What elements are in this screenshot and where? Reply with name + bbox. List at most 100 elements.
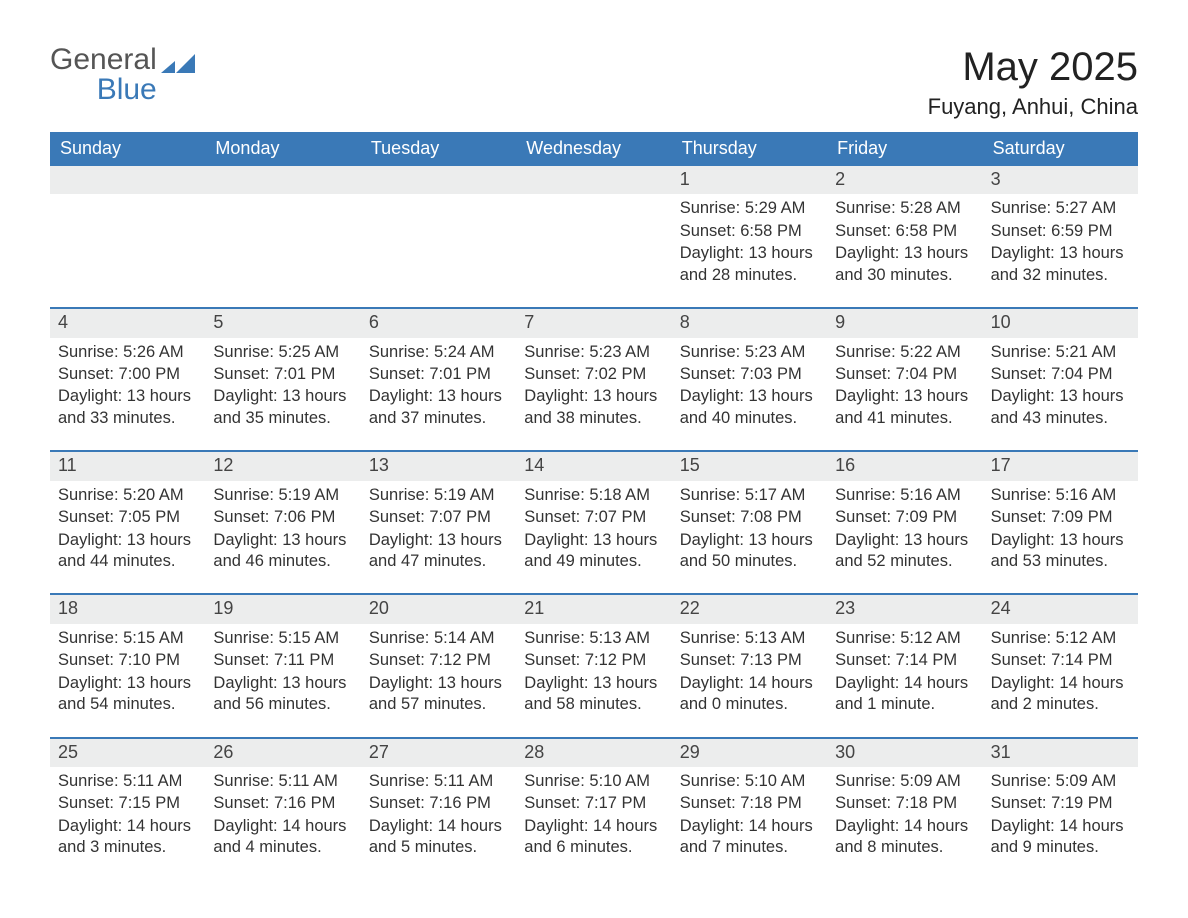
day-body: Sunrise: 5:28 AMSunset: 6:58 PMDaylight:… — [827, 198, 974, 286]
day-body: Sunrise: 5:09 AMSunset: 7:18 PMDaylight:… — [827, 771, 974, 859]
day-body: Sunrise: 5:12 AMSunset: 7:14 PMDaylight:… — [983, 628, 1130, 716]
daylight-value: Daylight: 14 hours and 5 minutes. — [369, 816, 508, 859]
daylight-value: Daylight: 13 hours and 54 minutes. — [58, 673, 197, 716]
day-cell: 14Sunrise: 5:18 AMSunset: 7:07 PMDayligh… — [516, 452, 671, 581]
day-body: Sunrise: 5:23 AMSunset: 7:02 PMDaylight:… — [516, 342, 663, 430]
day-cell: 7Sunrise: 5:23 AMSunset: 7:02 PMDaylight… — [516, 309, 671, 438]
daylight-value: Daylight: 13 hours and 43 minutes. — [991, 386, 1130, 429]
sunset-value: Sunset: 7:00 PM — [58, 364, 197, 385]
day-cell: 21Sunrise: 5:13 AMSunset: 7:12 PMDayligh… — [516, 595, 671, 724]
calendar: Sunday Monday Tuesday Wednesday Thursday… — [50, 132, 1138, 868]
day-number: 26 — [205, 739, 360, 767]
sunrise-value: Sunrise: 5:09 AM — [991, 771, 1130, 792]
sunrise-value: Sunrise: 5:12 AM — [991, 628, 1130, 649]
week-row: 4Sunrise: 5:26 AMSunset: 7:00 PMDaylight… — [50, 307, 1138, 438]
daylight-value: Daylight: 14 hours and 2 minutes. — [991, 673, 1130, 716]
sunrise-value: Sunrise: 5:19 AM — [369, 485, 508, 506]
sunset-value: Sunset: 7:09 PM — [835, 507, 974, 528]
brand-mark-icon — [161, 51, 195, 73]
sunrise-value: Sunrise: 5:24 AM — [369, 342, 508, 363]
week-row: 1Sunrise: 5:29 AMSunset: 6:58 PMDaylight… — [50, 166, 1138, 295]
day-number: 8 — [672, 309, 827, 337]
day-cell: 5Sunrise: 5:25 AMSunset: 7:01 PMDaylight… — [205, 309, 360, 438]
day-body: Sunrise: 5:09 AMSunset: 7:19 PMDaylight:… — [983, 771, 1130, 859]
sunrise-value: Sunrise: 5:23 AM — [680, 342, 819, 363]
sunrise-value: Sunrise: 5:23 AM — [524, 342, 663, 363]
sunrise-value: Sunrise: 5:14 AM — [369, 628, 508, 649]
daylight-value: Daylight: 14 hours and 1 minute. — [835, 673, 974, 716]
daylight-value: Daylight: 13 hours and 58 minutes. — [524, 673, 663, 716]
sunrise-value: Sunrise: 5:11 AM — [213, 771, 352, 792]
sunset-value: Sunset: 6:59 PM — [991, 221, 1130, 242]
daylight-value: Daylight: 14 hours and 3 minutes. — [58, 816, 197, 859]
sunrise-value: Sunrise: 5:16 AM — [991, 485, 1130, 506]
sunrise-value: Sunrise: 5:13 AM — [680, 628, 819, 649]
day-number: 25 — [50, 739, 205, 767]
sunset-value: Sunset: 7:04 PM — [991, 364, 1130, 385]
day-number: 5 — [205, 309, 360, 337]
day-number: 29 — [672, 739, 827, 767]
day-number: 19 — [205, 595, 360, 623]
weekday-header: Sunday Monday Tuesday Wednesday Thursday… — [50, 132, 1138, 166]
daylight-value: Daylight: 14 hours and 6 minutes. — [524, 816, 663, 859]
day-body: Sunrise: 5:11 AMSunset: 7:15 PMDaylight:… — [50, 771, 197, 859]
day-number: 11 — [50, 452, 205, 480]
day-number: 30 — [827, 739, 982, 767]
day-number: 1 — [672, 166, 827, 194]
day-body: Sunrise: 5:13 AMSunset: 7:12 PMDaylight:… — [516, 628, 663, 716]
day-number: 2 — [827, 166, 982, 194]
day-cell: 6Sunrise: 5:24 AMSunset: 7:01 PMDaylight… — [361, 309, 516, 438]
day-number: 9 — [827, 309, 982, 337]
sunrise-value: Sunrise: 5:29 AM — [680, 198, 819, 219]
day-body: Sunrise: 5:17 AMSunset: 7:08 PMDaylight:… — [672, 485, 819, 573]
sunrise-value: Sunrise: 5:10 AM — [524, 771, 663, 792]
day-body: Sunrise: 5:15 AMSunset: 7:11 PMDaylight:… — [205, 628, 352, 716]
day-body: Sunrise: 5:10 AMSunset: 7:18 PMDaylight:… — [672, 771, 819, 859]
day-body: Sunrise: 5:20 AMSunset: 7:05 PMDaylight:… — [50, 485, 197, 573]
weekday-tue: Tuesday — [361, 132, 516, 166]
day-cell: 24 Sunrise: 5:12 AMSunset: 7:14 PMDayligh… — [983, 595, 1138, 724]
day-body: Sunrise: 5:19 AMSunset: 7:07 PMDaylight:… — [361, 485, 508, 573]
day-cell: 9Sunrise: 5:22 AMSunset: 7:04 PMDaylight… — [827, 309, 982, 438]
day-number: 24 — [983, 595, 1138, 623]
daylight-value: Daylight: 13 hours and 46 minutes. — [213, 530, 352, 573]
sunrise-value: Sunrise: 5:17 AM — [680, 485, 819, 506]
sunset-value: Sunset: 7:06 PM — [213, 507, 352, 528]
day-cell — [50, 166, 205, 295]
week-row: 25Sunrise: 5:11 AMSunset: 7:15 PMDayligh… — [50, 737, 1138, 868]
weekday-wed: Wednesday — [516, 132, 671, 166]
day-number: 20 — [361, 595, 516, 623]
sunrise-value: Sunrise: 5:12 AM — [835, 628, 974, 649]
day-number: 18 — [50, 595, 205, 623]
sunset-value: Sunset: 7:05 PM — [58, 507, 197, 528]
day-number: 14 — [516, 452, 671, 480]
sunset-value: Sunset: 7:15 PM — [58, 793, 197, 814]
sunset-value: Sunset: 6:58 PM — [835, 221, 974, 242]
weekday-thu: Thursday — [672, 132, 827, 166]
sunset-value: Sunset: 7:19 PM — [991, 793, 1130, 814]
day-number: 4 — [50, 309, 205, 337]
sunset-value: Sunset: 7:02 PM — [524, 364, 663, 385]
day-cell: 2 Sunrise: 5:28 AMSunset: 6:58 PMDaylight… — [827, 166, 982, 295]
day-number: 16 — [827, 452, 982, 480]
sunrise-value: Sunrise: 5:25 AM — [213, 342, 352, 363]
day-cell: 20Sunrise: 5:14 AMSunset: 7:12 PMDayligh… — [361, 595, 516, 724]
day-body: Sunrise: 5:24 AMSunset: 7:01 PMDaylight:… — [361, 342, 508, 430]
daylight-value: Daylight: 13 hours and 50 minutes. — [680, 530, 819, 573]
week-row: 18Sunrise: 5:15 AMSunset: 7:10 PMDayligh… — [50, 593, 1138, 724]
sunrise-value: Sunrise: 5:20 AM — [58, 485, 197, 506]
weeks-container: 1 Sunrise: 5:29 AM Sunset: 6:58 PM Daylight… — [50, 166, 1138, 868]
day-cell: 22Sunrise: 5:13 AMSunset: 7:13 PMDayligh… — [672, 595, 827, 724]
day-cell: 23Sunrise: 5:12 AMSunset: 7:14 PMDayligh… — [827, 595, 982, 724]
day-number: 10 — [983, 309, 1138, 337]
day-number — [516, 166, 671, 194]
sunrise-value: Sunrise: 5:22 AM — [835, 342, 974, 363]
sunrise-value: Sunrise: 5:09 AM — [835, 771, 974, 792]
sunrise-value: Sunrise: 5:16 AM — [835, 485, 974, 506]
location-label: Fuyang, Anhui, China — [928, 94, 1138, 120]
day-cell: 28Sunrise: 5:10 AMSunset: 7:17 PMDayligh… — [516, 739, 671, 868]
sunset-value: Sunset: 7:07 PM — [524, 507, 663, 528]
sunset-value: Sunset: 7:01 PM — [369, 364, 508, 385]
sunset-value: Sunset: 7:12 PM — [369, 650, 508, 671]
daylight-value: Daylight: 13 hours and 44 minutes. — [58, 530, 197, 573]
